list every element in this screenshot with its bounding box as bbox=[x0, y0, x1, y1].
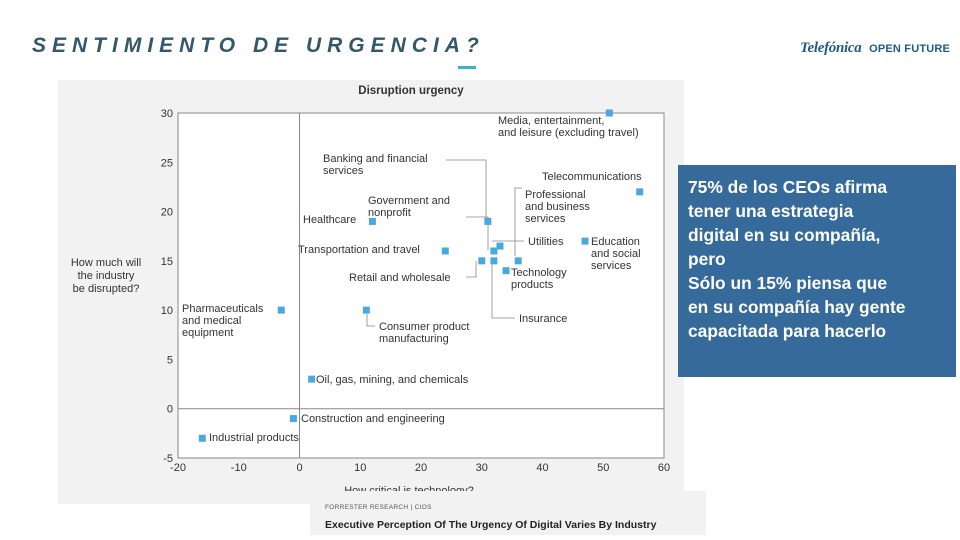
callout-line: Sólo un 15% piensa que bbox=[688, 273, 888, 293]
data-point bbox=[368, 217, 376, 225]
logo-sub: OPEN FUTURE bbox=[869, 43, 951, 55]
data-point bbox=[478, 257, 486, 265]
callout-line: digital en su compañía, bbox=[688, 225, 881, 245]
logo-brand: Telefónica bbox=[800, 40, 862, 56]
data-point bbox=[289, 415, 297, 423]
leader-line bbox=[491, 264, 515, 319]
point-label: Pharmaceuticals bbox=[182, 303, 264, 315]
y-tick-label: 25 bbox=[161, 157, 173, 169]
chart-footer: FORRESTER RESEARCH | CIOS Executive Perc… bbox=[310, 491, 706, 535]
point-label: Banking and financial bbox=[323, 153, 428, 165]
point-label: services bbox=[591, 260, 632, 272]
chart-source: FORRESTER RESEARCH | CIOS bbox=[325, 504, 432, 511]
point-label: products bbox=[511, 279, 554, 291]
chart-caption: Executive Perception Of The Urgency Of D… bbox=[325, 519, 657, 531]
disruption-urgency-chart: Disruption urgency -20 -10 0 10 20 30 40 50 60 -5 0… bbox=[71, 85, 670, 497]
point-label: Healthcare bbox=[303, 214, 356, 226]
y-tick-label: 5 bbox=[167, 354, 173, 366]
point-label: manufacturing bbox=[379, 333, 449, 345]
slide-title: SENTIMIENTO DE URGENCIA? bbox=[32, 34, 485, 57]
x-tick-label: 50 bbox=[597, 462, 609, 474]
leader-line bbox=[366, 314, 375, 327]
data-point bbox=[490, 247, 498, 255]
data-point bbox=[514, 257, 522, 265]
data-point bbox=[496, 242, 504, 250]
telefonica-logo: Telefónica OPEN FUTURE bbox=[800, 40, 950, 57]
y-tick-label: 15 bbox=[161, 256, 173, 268]
data-point bbox=[441, 247, 449, 255]
point-label: Oil, gas, mining, and chemicals bbox=[316, 374, 469, 386]
leader-line bbox=[514, 187, 522, 256]
point-label: Insurance bbox=[519, 313, 567, 325]
x-tick-label: 30 bbox=[476, 462, 488, 474]
data-point bbox=[277, 306, 285, 314]
leader-line bbox=[466, 216, 489, 250]
data-point bbox=[484, 217, 492, 225]
point-label: Construction and engineering bbox=[301, 413, 445, 425]
point-label: nonprofit bbox=[368, 207, 411, 219]
x-tick-label: 0 bbox=[296, 462, 302, 474]
point-label: Consumer product bbox=[379, 321, 470, 333]
plot-area bbox=[177, 112, 665, 459]
callout-line: en su compañía hay gente bbox=[688, 297, 906, 317]
point-label: and medical bbox=[182, 315, 241, 327]
x-tick-label: 40 bbox=[536, 462, 548, 474]
data-point bbox=[198, 434, 206, 442]
point-label: services bbox=[525, 213, 566, 225]
y-tick-label: 10 bbox=[161, 305, 173, 317]
callout-box: 75% de los CEOs afirma tener una estrate… bbox=[678, 165, 956, 377]
leader-line bbox=[466, 261, 477, 278]
point-label: Transportation and travel bbox=[298, 244, 420, 256]
callout-line: tener una estrategia bbox=[688, 201, 854, 221]
callout-line: 75% de los CEOs afirma bbox=[688, 177, 888, 197]
point-label: Industrial products bbox=[209, 432, 299, 444]
title-underline bbox=[458, 66, 476, 69]
data-point bbox=[362, 306, 370, 314]
point-label: Professional bbox=[525, 189, 586, 201]
data-point bbox=[308, 375, 316, 383]
y-axis-label: be disrupted? bbox=[73, 283, 140, 295]
x-tick-label: 10 bbox=[354, 462, 366, 474]
point-label: and social bbox=[591, 248, 641, 260]
chart-title: Disruption urgency bbox=[358, 85, 464, 97]
callout-line: capacitada para hacerlo bbox=[688, 321, 887, 341]
point-label: and business bbox=[525, 201, 590, 213]
y-axis-label: the industry bbox=[78, 270, 135, 282]
point-label: Retail and wholesale bbox=[349, 272, 451, 284]
point-label: services bbox=[323, 165, 364, 177]
x-tick-label: -20 bbox=[170, 462, 186, 474]
data-point bbox=[636, 188, 644, 196]
point-label: Utilities bbox=[528, 236, 564, 248]
callout-line: pero bbox=[688, 249, 726, 269]
y-tick-label: -5 bbox=[163, 453, 173, 465]
point-label: Government and bbox=[368, 195, 450, 207]
point-label: Media, entertainment, bbox=[498, 115, 604, 127]
y-tick-label: 30 bbox=[161, 108, 173, 120]
data-point bbox=[490, 257, 498, 265]
point-label: Education bbox=[591, 236, 640, 248]
data-point bbox=[502, 267, 510, 275]
data-point bbox=[605, 109, 613, 117]
leader-line bbox=[446, 159, 487, 220]
x-tick-label: 20 bbox=[415, 462, 427, 474]
point-label: Technology bbox=[511, 267, 567, 279]
y-tick-label: 20 bbox=[161, 207, 173, 219]
chart-panel: Disruption urgency -20 -10 0 10 20 30 40 50 60 -5 0… bbox=[58, 80, 684, 504]
point-label: and leisure (excluding travel) bbox=[498, 127, 639, 139]
x-tick-label: 60 bbox=[658, 462, 670, 474]
y-tick-label: 0 bbox=[167, 404, 173, 416]
data-point bbox=[581, 237, 589, 245]
y-axis-label: How much will bbox=[71, 257, 141, 269]
point-label: Telecommunications bbox=[542, 171, 642, 183]
x-tick-label: -10 bbox=[231, 462, 247, 474]
point-label: equipment bbox=[182, 327, 233, 339]
